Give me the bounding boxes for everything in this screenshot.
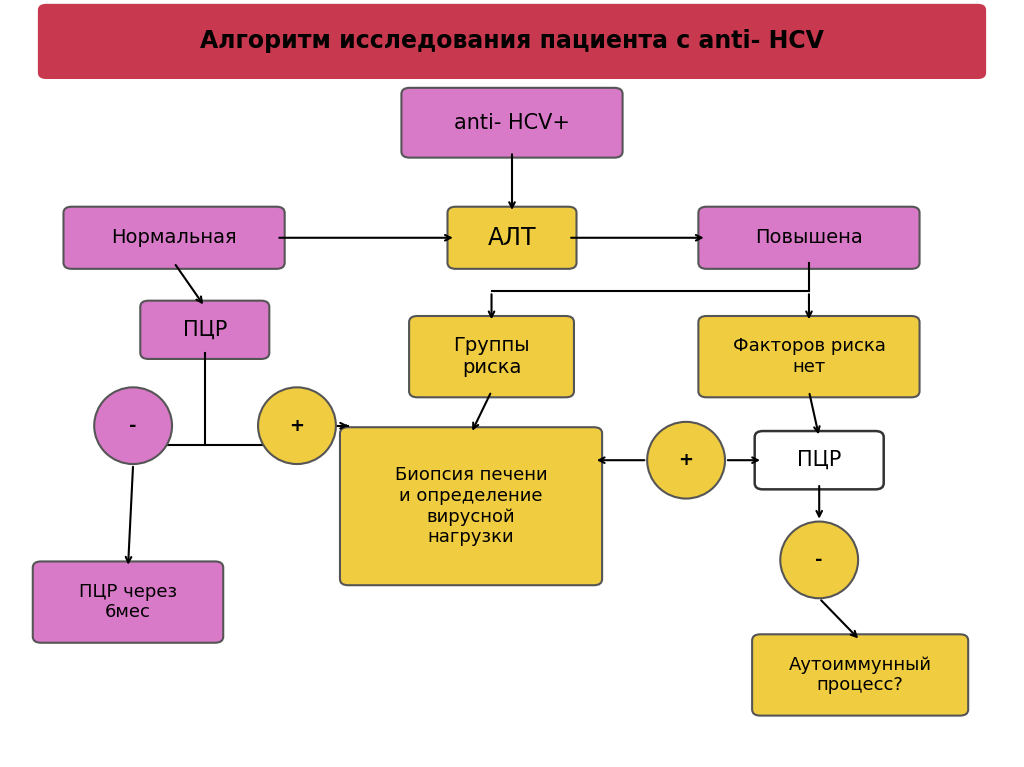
Text: +: + bbox=[290, 416, 304, 435]
Text: Алгоритм исследования пациента с anti- HCV: Алгоритм исследования пациента с anti- H… bbox=[200, 29, 824, 54]
FancyBboxPatch shape bbox=[38, 4, 986, 79]
Text: ПЦР: ПЦР bbox=[797, 450, 842, 470]
Text: Группы
риска: Группы риска bbox=[454, 336, 529, 377]
Text: +: + bbox=[679, 451, 693, 469]
Ellipse shape bbox=[94, 387, 172, 464]
Text: Аутоиммунный
процесс?: Аутоиммунный процесс? bbox=[788, 656, 932, 694]
Text: Нормальная: Нормальная bbox=[112, 229, 237, 247]
FancyBboxPatch shape bbox=[409, 316, 573, 397]
FancyBboxPatch shape bbox=[340, 427, 602, 585]
Text: -: - bbox=[129, 416, 137, 435]
Text: Биопсия печени
и определение
вирусной
нагрузки: Биопсия печени и определение вирусной на… bbox=[394, 466, 548, 546]
Ellipse shape bbox=[647, 422, 725, 499]
FancyBboxPatch shape bbox=[447, 207, 577, 269]
FancyBboxPatch shape bbox=[63, 207, 285, 269]
FancyBboxPatch shape bbox=[698, 207, 920, 269]
Ellipse shape bbox=[258, 387, 336, 464]
Text: anti- HCV+: anti- HCV+ bbox=[454, 113, 570, 133]
FancyBboxPatch shape bbox=[755, 431, 884, 489]
Text: АЛТ: АЛТ bbox=[487, 225, 537, 250]
Text: Факторов риска
нет: Факторов риска нет bbox=[732, 337, 886, 376]
Text: Повышена: Повышена bbox=[755, 229, 863, 247]
FancyBboxPatch shape bbox=[401, 88, 623, 158]
FancyBboxPatch shape bbox=[698, 316, 920, 397]
Text: ПЦР через
6мес: ПЦР через 6мес bbox=[79, 583, 177, 621]
FancyBboxPatch shape bbox=[752, 634, 969, 716]
FancyBboxPatch shape bbox=[140, 301, 269, 359]
FancyBboxPatch shape bbox=[33, 561, 223, 643]
Text: ПЦР: ПЦР bbox=[182, 320, 227, 340]
Text: -: - bbox=[815, 551, 823, 569]
Ellipse shape bbox=[780, 522, 858, 598]
